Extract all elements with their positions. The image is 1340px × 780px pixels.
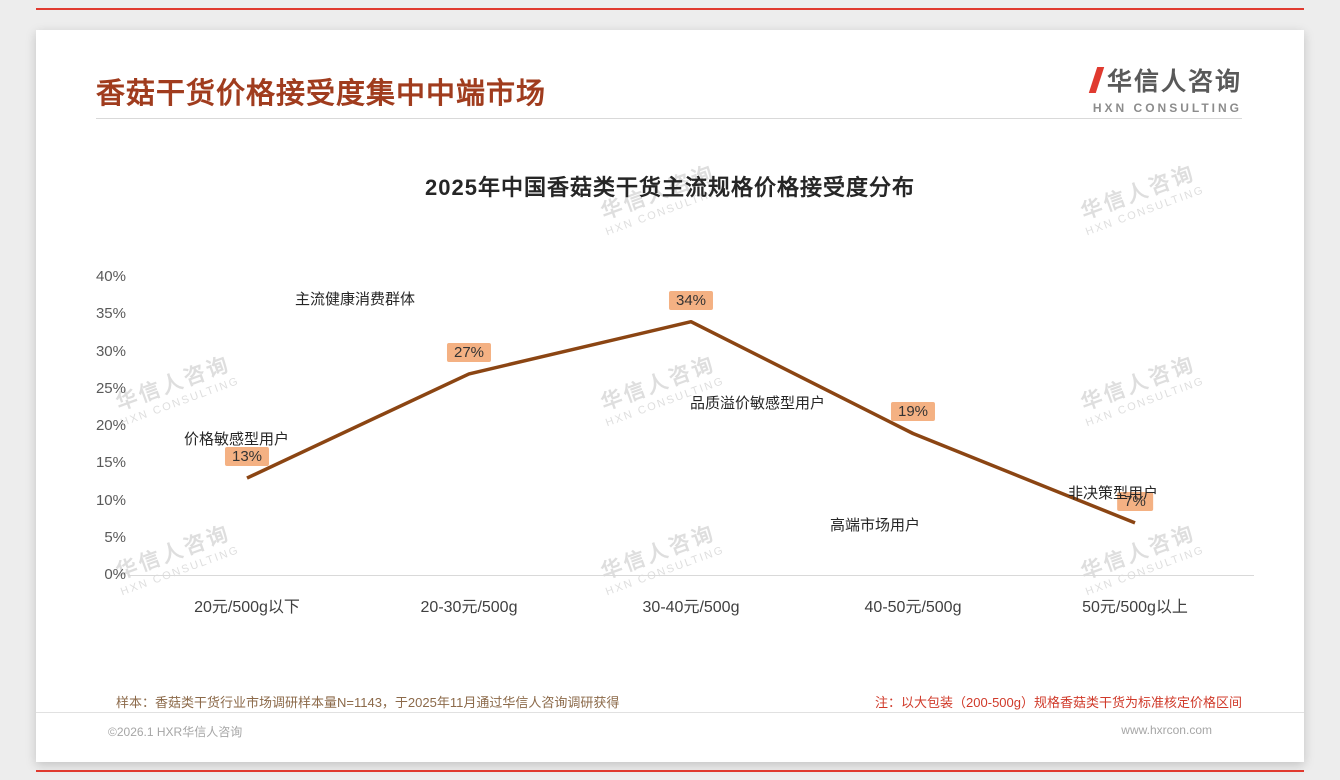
- annotation-label: 价格敏感型用户: [184, 431, 290, 448]
- data-label: 34%: [668, 290, 714, 310]
- y-axis-tick-label: 5%: [104, 528, 126, 546]
- y-axis-tick-label: 20%: [95, 417, 126, 434]
- y-axis-tick-label: 30%: [95, 342, 126, 360]
- spec-note: 注：以大包装（200-500g）规格香菇类干货为标准核定价格区间: [875, 695, 1242, 710]
- header-divider: [96, 118, 1242, 119]
- x-axis-category-label: 30-40元/500g: [642, 599, 740, 616]
- bottom-accent-line: [36, 770, 1304, 772]
- y-axis-tick-label: 35%: [95, 305, 126, 323]
- annotation-label: 品质溢价敏感型用户: [690, 395, 826, 412]
- x-axis-category-label: 20-30元/500g: [420, 599, 518, 616]
- y-axis-tick-label: 25%: [95, 379, 126, 397]
- x-axis-category-label: 40-50元/500g: [864, 599, 962, 616]
- x-axis-category-label: 20元/500g以下: [194, 599, 300, 616]
- y-axis-tick-label: 40%: [95, 268, 126, 285]
- x-axis-line: [128, 575, 1254, 576]
- data-label: 27%: [446, 342, 492, 362]
- website-text: www.hxrcon.com: [1121, 723, 1212, 737]
- company-logo: 华信人咨询 HXN CONSULTING: [1088, 62, 1242, 115]
- chart-title: 2025年中国香菇类干货主流规格价格接受度分布: [425, 175, 915, 200]
- bottom-bar: ©2026.1 HXR华信人咨询 www.hxrcon.com: [36, 712, 1304, 762]
- annotation-label: 非决策型用户: [1068, 485, 1159, 502]
- logo-name: 华信人咨询: [1106, 68, 1242, 96]
- data-label: 19%: [890, 402, 936, 422]
- price-acceptance-line-chart: 0% 5% 10% 15% 20% 25% 30% 35% 40% 13% 27% 34% 19% 7% 2…: [36, 30, 1304, 762]
- line-series-svg: [246, 319, 1136, 525]
- y-axis-tick-label: 0%: [104, 566, 126, 583]
- top-accent-line: [36, 8, 1304, 10]
- data-label: 13%: [224, 447, 270, 467]
- page-title: 香菇干货价格接受度集中中端市场: [96, 78, 547, 110]
- sample-note: 样本：香菇类干货行业市场调研样本量N=1143，于2025年11月通过华信人咨询…: [116, 695, 620, 710]
- annotation-label: 主流健康消费群体: [295, 291, 416, 308]
- annotation-label: 高端市场用户: [830, 517, 921, 534]
- data-label: 7%: [1117, 491, 1153, 511]
- copyright-text: ©2026.1 HXR华信人咨询: [108, 725, 243, 739]
- y-axis-tick-label: 10%: [95, 491, 126, 509]
- slide-card: 华信人咨询 HXN CONSULTING 华信人咨询 HXN CONSULTING 华信…: [36, 30, 1304, 762]
- logo-row: 华信人咨询: [1088, 62, 1242, 98]
- y-axis-tick-label: 15%: [95, 454, 126, 472]
- logo-subtitle: HXN CONSULTING: [1092, 101, 1242, 115]
- acceptance-line: [246, 319, 1136, 525]
- x-axis-category-label: 50元/500g以上: [1082, 599, 1188, 616]
